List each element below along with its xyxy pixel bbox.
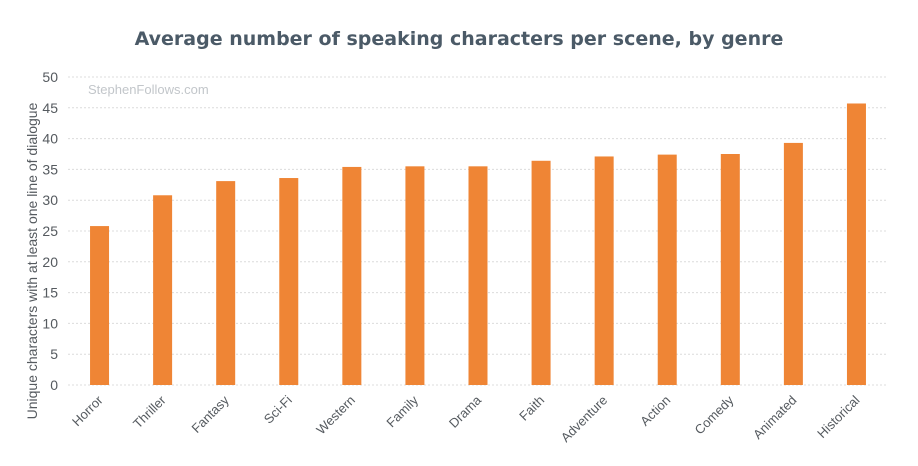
y-tick-label: 20 [42, 254, 58, 270]
y-tick-label: 15 [42, 285, 58, 301]
x-tick-label: Animated [750, 393, 799, 442]
bar-western [342, 166, 362, 385]
x-tick-label: Adventure [558, 393, 611, 446]
x-tick-label: Western [313, 393, 358, 438]
y-axis-label: Unique characters with at least one line… [24, 102, 40, 419]
y-tick-label: 50 [42, 69, 58, 85]
x-tick-label: Historical [814, 392, 862, 440]
y-tick-label: 30 [42, 192, 58, 208]
x-tick-label: Faith [516, 393, 547, 424]
x-tick-label: Drama [446, 392, 485, 431]
bar-horror [90, 226, 110, 385]
bar-historical [846, 103, 866, 385]
bar-adventure [594, 156, 614, 385]
y-tick-label: 35 [42, 161, 58, 177]
y-tick-label: 5 [50, 346, 58, 362]
bar-fantasy [216, 181, 236, 385]
bar-sci-fi [279, 178, 299, 385]
x-tick-label: Sci-Fi [261, 392, 295, 426]
bar-family [405, 166, 425, 385]
bar-animated [783, 142, 803, 385]
y-tick-label: 0 [50, 377, 58, 393]
chart-title: Average number of speaking characters pe… [134, 28, 784, 50]
bar-thriller [153, 195, 173, 385]
watermark-text: StephenFollows.com [88, 82, 209, 97]
x-tick-label: Family [383, 392, 421, 430]
y-tick-label: 45 [42, 100, 58, 116]
x-tick-label: Comedy [692, 392, 737, 437]
x-tick-label: Fantasy [189, 392, 233, 436]
bar-comedy [720, 154, 740, 385]
bar-faith [531, 160, 551, 385]
x-tick-label: Thriller [130, 392, 169, 431]
y-tick-label: 25 [42, 223, 58, 239]
x-tick-label: Horror [69, 392, 106, 429]
y-tick-label: 40 [42, 131, 58, 147]
bar-action [657, 154, 677, 385]
bar-drama [468, 166, 488, 385]
y-tick-label: 10 [42, 315, 58, 331]
x-tick-label: Action [637, 393, 673, 429]
